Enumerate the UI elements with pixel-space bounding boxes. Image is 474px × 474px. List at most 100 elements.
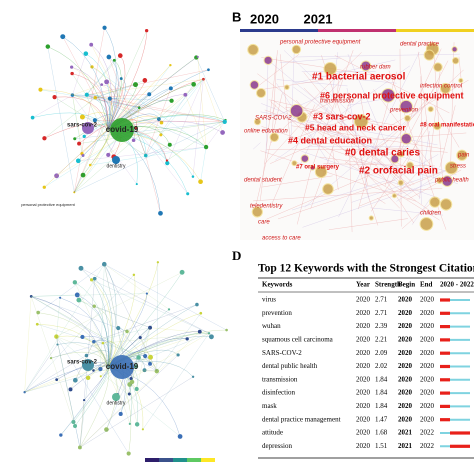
edge [47, 46, 75, 193]
node [133, 82, 138, 88]
node [406, 161, 414, 170]
edge [276, 83, 333, 168]
edge [72, 84, 102, 96]
edge [396, 170, 446, 202]
node [177, 434, 183, 439]
keyword-label: prevention [389, 108, 419, 114]
node [129, 379, 135, 385]
edge [62, 36, 96, 98]
table-cell: 2020 [356, 375, 371, 383]
table-cell: 2020 [356, 402, 371, 410]
edge [72, 95, 84, 156]
edge [54, 96, 109, 131]
edge [156, 262, 159, 372]
node [79, 114, 85, 120]
table-cell: 2020 [420, 375, 435, 383]
edge [319, 95, 405, 191]
edge [31, 294, 78, 297]
node [253, 118, 262, 126]
keyword-label: pain [457, 153, 470, 159]
edge [74, 78, 122, 193]
node [309, 164, 316, 171]
edge [44, 97, 96, 139]
edge [50, 352, 109, 368]
table-cell: 2020 [398, 349, 413, 357]
node [106, 152, 111, 157]
node [196, 55, 199, 58]
table-cell: 2022 [420, 429, 435, 437]
cluster-label: #0 dental caries [345, 148, 420, 159]
node [400, 133, 412, 145]
table-cell: 2022 [420, 442, 435, 450]
edge [428, 71, 441, 169]
node [92, 304, 96, 308]
node [197, 329, 202, 334]
node [56, 343, 59, 346]
edge [363, 140, 389, 156]
node [165, 161, 170, 166]
node [138, 335, 142, 340]
node [202, 77, 205, 81]
edge [24, 355, 87, 393]
table-cell: squamous cell carcinoma [262, 336, 334, 344]
edge [197, 56, 207, 148]
table-cell: 2020 [356, 389, 371, 397]
edge [205, 121, 225, 148]
node [118, 411, 123, 417]
node [60, 34, 66, 40]
edge [24, 338, 188, 393]
edge [79, 354, 179, 448]
node [134, 422, 140, 427]
edge [107, 55, 126, 131]
node [134, 386, 139, 392]
edge [310, 50, 354, 172]
edge [91, 44, 137, 129]
edge [60, 327, 151, 436]
edge [302, 178, 445, 228]
node [133, 364, 139, 369]
node [70, 65, 74, 69]
edge [56, 297, 61, 337]
edge [71, 73, 87, 96]
table-cell: 1.84 [375, 389, 388, 397]
node [68, 387, 73, 392]
table-cell: 2.02 [375, 362, 388, 370]
node [99, 375, 102, 378]
table-cell: 2020 [420, 402, 435, 410]
burst-bar [440, 338, 450, 342]
node [136, 355, 141, 360]
node [458, 78, 464, 84]
edge [417, 51, 434, 179]
edge [337, 121, 421, 198]
edge [344, 161, 440, 221]
edge [331, 146, 339, 190]
edge [396, 119, 428, 185]
node [131, 138, 136, 143]
edge [107, 78, 126, 131]
cluster-label: #7 oral surgery [296, 165, 340, 171]
node [436, 176, 444, 185]
edge [80, 268, 110, 368]
node [101, 261, 107, 267]
edge [93, 327, 151, 342]
edge [315, 132, 467, 145]
node [117, 53, 123, 58]
node-label: covid-19 [106, 362, 139, 371]
table-cell: 2020 [356, 349, 371, 357]
burst-bar [440, 325, 450, 329]
table-cell: 2020 [356, 309, 371, 317]
node [77, 445, 82, 450]
node [147, 92, 152, 97]
node [83, 399, 86, 402]
node [353, 113, 369, 129]
edge [270, 132, 341, 164]
keyword-label: SARS-COV-2 [255, 116, 292, 122]
node [78, 265, 84, 271]
edge [74, 282, 109, 368]
node [84, 353, 89, 358]
node [128, 422, 131, 425]
node [142, 78, 148, 83]
edge [296, 169, 312, 225]
edge [319, 156, 375, 165]
edge [31, 293, 147, 297]
